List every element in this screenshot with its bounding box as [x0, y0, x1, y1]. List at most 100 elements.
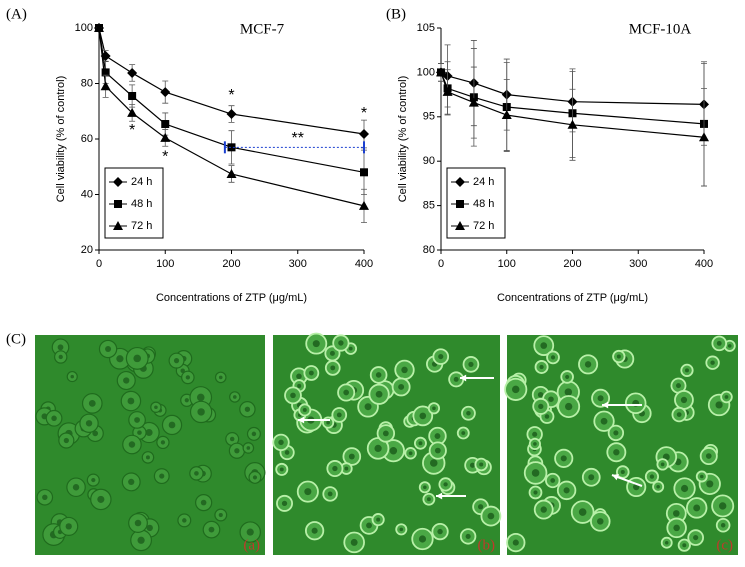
nucleus	[466, 411, 471, 416]
nucleus	[296, 373, 302, 380]
nucleus	[133, 354, 142, 363]
nucleus	[160, 440, 166, 445]
series-line	[440, 72, 705, 138]
nucleus	[469, 462, 476, 468]
nucleus	[251, 431, 257, 437]
nucleus	[539, 364, 544, 370]
series-line	[98, 27, 365, 135]
x-tick-label: 200	[222, 258, 240, 270]
nucleus	[234, 448, 240, 454]
nucleus	[330, 365, 336, 371]
nucleus	[673, 524, 680, 532]
nucleus	[423, 485, 427, 490]
nucleus	[616, 354, 621, 359]
marker	[501, 110, 512, 120]
arrow-head	[436, 492, 443, 500]
nucleus	[398, 383, 405, 390]
y-tick-label: 85	[423, 200, 435, 212]
marker	[699, 132, 709, 142]
nucleus	[532, 431, 538, 437]
nucleus	[329, 350, 335, 356]
nucleus	[597, 395, 604, 402]
nucleus	[348, 453, 355, 460]
nucleus	[660, 462, 665, 467]
x-tick-label: 0	[438, 258, 444, 270]
y-axis-label: Cell viability (% of control)	[397, 76, 409, 203]
nucleus	[596, 518, 604, 525]
nucleus	[706, 480, 714, 488]
nucleus	[680, 484, 689, 493]
panel-label: (B)	[386, 6, 406, 22]
nucleus	[194, 471, 199, 476]
nucleus	[560, 455, 567, 462]
marker	[455, 221, 465, 230]
nucleus	[432, 406, 436, 411]
nucleus	[145, 429, 153, 437]
marker	[359, 129, 369, 140]
series-line	[98, 27, 365, 207]
nucleus	[613, 430, 619, 436]
y-tick-label: 90	[423, 155, 435, 167]
nucleus	[700, 474, 704, 479]
nucleus	[418, 441, 423, 446]
nucleus	[578, 508, 587, 516]
marker	[226, 109, 237, 120]
legend-label: 48 h	[131, 198, 152, 210]
legend-label: 48 h	[473, 198, 494, 210]
x-tick-label: 300	[629, 258, 647, 270]
y-tick-label: 100	[417, 66, 435, 78]
arrow-head	[460, 374, 467, 382]
nucleus	[672, 510, 680, 517]
nucleus	[57, 344, 64, 351]
nucleus	[229, 436, 235, 442]
nucleus	[434, 447, 441, 454]
nucleus	[613, 449, 620, 456]
x-tick-label: 300	[289, 258, 307, 270]
chart-title: MCF-7	[240, 21, 285, 37]
nucleus	[563, 487, 570, 494]
nucleus	[312, 340, 320, 348]
nucleus	[675, 383, 681, 389]
nucleus	[429, 459, 438, 467]
y-tick-label: 100	[75, 22, 93, 34]
marker	[128, 91, 137, 100]
marker	[360, 168, 368, 177]
nucleus	[715, 401, 723, 409]
nucleus	[437, 528, 443, 535]
y-tick-label: 20	[81, 244, 93, 256]
nucleus	[297, 383, 302, 388]
arrow-head	[298, 416, 305, 424]
nucleus	[51, 415, 57, 422]
nucleus	[134, 417, 140, 423]
nucleus	[97, 495, 105, 503]
nucleus	[468, 361, 474, 367]
nucleus	[146, 524, 153, 532]
nucleus	[565, 374, 570, 379]
nucleus	[116, 355, 124, 363]
nucleus	[680, 396, 688, 404]
nucleus	[127, 397, 135, 405]
arrow-head	[602, 401, 609, 409]
panel-label: (C)	[6, 331, 26, 347]
nucleus	[531, 469, 540, 477]
annotation: *	[361, 105, 367, 122]
nucleus	[426, 497, 431, 502]
nucleus	[128, 441, 136, 448]
nucleus	[479, 462, 484, 467]
nucleus	[588, 474, 595, 481]
nucleus	[389, 446, 398, 455]
nucleus	[332, 465, 338, 472]
image-label: (c)	[716, 537, 733, 553]
nucleus	[374, 444, 382, 453]
x-tick-label: 400	[355, 258, 373, 270]
nucleus	[134, 519, 142, 527]
marker	[227, 143, 236, 152]
nucleus	[540, 342, 548, 349]
marker	[114, 200, 122, 208]
nucleus	[487, 512, 495, 520]
nucleus	[290, 392, 296, 399]
annotation: *	[129, 122, 135, 139]
y-tick-label: 95	[423, 111, 435, 123]
nucleus	[512, 539, 519, 546]
image-label: (a)	[243, 537, 260, 553]
